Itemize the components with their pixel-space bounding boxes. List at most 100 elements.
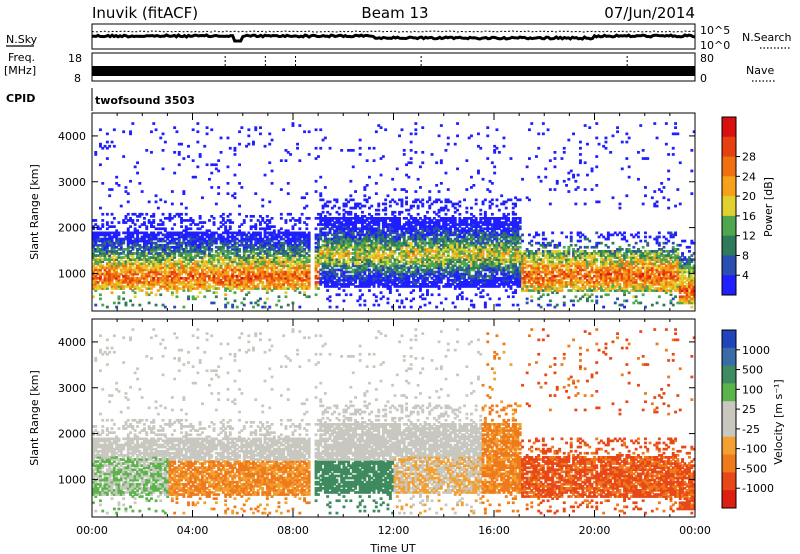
power-cell <box>219 281 223 284</box>
power-cell <box>240 237 244 241</box>
power-cell <box>108 262 112 266</box>
power-cell <box>105 243 109 247</box>
power-cell <box>154 250 158 253</box>
power-cell <box>261 241 265 245</box>
power-cell <box>145 266 149 270</box>
power-cell <box>187 254 190 257</box>
power-cell <box>187 276 190 280</box>
power-cell <box>138 303 142 307</box>
power-cell <box>205 163 209 167</box>
power-cell <box>196 237 200 241</box>
power-cell <box>138 258 142 261</box>
power-cell <box>175 262 179 266</box>
power-cell <box>112 231 116 235</box>
power-cell <box>161 237 165 241</box>
power-cell <box>238 281 241 284</box>
power-cell <box>261 239 265 243</box>
power-cell <box>101 233 105 237</box>
power-cell <box>126 281 130 284</box>
power-cell <box>279 278 283 282</box>
power-cell <box>138 264 142 268</box>
power-cell <box>456 122 459 125</box>
power-cell <box>228 276 232 280</box>
power-cell <box>256 299 260 303</box>
power-cell <box>166 264 170 268</box>
power-cell <box>152 285 156 288</box>
power-cell <box>240 266 244 270</box>
power-cell <box>133 223 137 226</box>
power-cell <box>270 268 274 272</box>
power-cell <box>228 260 232 264</box>
power-cell <box>175 233 179 237</box>
power-cell <box>224 276 228 280</box>
power-cell <box>259 270 262 274</box>
power-cell <box>189 219 193 222</box>
power-cell <box>270 243 274 247</box>
power-cell <box>224 305 228 309</box>
power-cell <box>117 295 121 299</box>
power-cell <box>265 264 269 268</box>
power-cell <box>170 276 174 280</box>
power-cell <box>235 281 239 284</box>
power-cell <box>233 274 237 278</box>
power-cell <box>254 262 258 266</box>
power-cell <box>131 270 135 274</box>
power-cell <box>214 276 218 280</box>
power-cell <box>150 248 153 251</box>
power-cell <box>163 281 167 284</box>
power-cell <box>240 186 244 189</box>
power-cell <box>228 252 232 255</box>
power-cell <box>156 227 160 231</box>
power-cell <box>92 227 95 231</box>
power-cell <box>314 179 318 183</box>
power-cell <box>307 231 311 235</box>
power-cell <box>210 254 214 257</box>
power-cell <box>99 128 102 132</box>
power-cell <box>138 270 142 274</box>
power-cell <box>110 287 114 290</box>
power-cell <box>256 233 260 237</box>
power-cell <box>198 231 202 235</box>
power-cell <box>119 281 123 284</box>
power-cell <box>198 153 202 156</box>
power-cell <box>99 163 102 167</box>
power-cell <box>131 252 135 255</box>
power-cell <box>108 270 112 274</box>
power-cell <box>226 192 230 195</box>
power-cell <box>122 264 126 268</box>
power-cell <box>328 305 332 309</box>
power-cell <box>112 243 116 247</box>
power-cell <box>96 248 100 251</box>
power-cell <box>402 149 406 152</box>
power-cell <box>150 260 153 264</box>
power-cell <box>101 237 105 241</box>
power-cell <box>184 225 188 228</box>
power-cell <box>221 248 225 251</box>
power-cell <box>254 128 258 132</box>
power-cell <box>210 235 214 239</box>
power-cell <box>101 266 105 270</box>
power-cell <box>177 239 181 243</box>
power-cell <box>412 289 415 292</box>
power-cell <box>99 293 102 297</box>
power-cell <box>117 285 121 288</box>
power-cell <box>124 276 128 280</box>
power-cell <box>99 285 102 288</box>
power-cell <box>138 212 142 216</box>
power-cell <box>152 281 156 284</box>
power-cell <box>150 130 153 134</box>
power-cell <box>224 229 228 233</box>
power-cell <box>259 274 262 278</box>
power-cell <box>187 233 190 237</box>
power-cell <box>191 175 195 179</box>
power-cell <box>263 272 267 276</box>
power-cell <box>203 241 207 245</box>
power-cell <box>205 285 209 288</box>
power-cell <box>219 235 223 239</box>
power-cell <box>414 128 418 132</box>
power-cell <box>122 256 126 259</box>
power-cell <box>249 219 253 222</box>
power-cell <box>94 153 98 156</box>
power-cell <box>247 237 251 241</box>
power-cell <box>249 256 253 259</box>
